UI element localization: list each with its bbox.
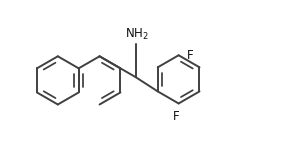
Text: NH$_2$: NH$_2$ [125, 27, 148, 42]
Text: F: F [187, 49, 193, 62]
Text: F: F [173, 110, 180, 123]
